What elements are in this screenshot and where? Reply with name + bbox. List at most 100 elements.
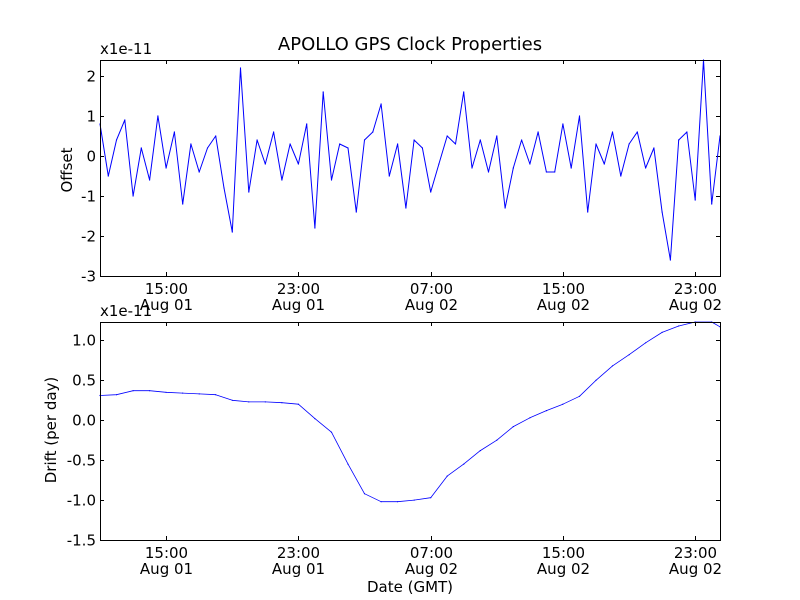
drift-data-point — [529, 417, 531, 419]
offset-data-point — [165, 167, 167, 169]
drift-x-tick-date: Aug 02 — [669, 560, 722, 578]
offset-x-tick-time: 07:00 — [410, 280, 453, 298]
offset-data-point — [595, 143, 597, 145]
drift-data-point — [397, 501, 399, 503]
offset-data-point — [198, 171, 200, 173]
offset-data-point — [430, 191, 432, 193]
drift-data-point — [661, 331, 663, 333]
offset-y-tick-label: -2 — [81, 228, 96, 246]
drift-data-point — [678, 325, 680, 327]
offset-y-tick-label: 0 — [86, 148, 96, 166]
offset-data-point — [653, 147, 655, 149]
offset-data-point — [554, 171, 556, 173]
drift-data-point — [578, 395, 581, 397]
drift-data-point — [413, 499, 415, 501]
offset-data-point — [107, 175, 109, 177]
offset-data-point — [306, 123, 308, 125]
offset-data-point — [454, 143, 457, 145]
drift-plot-frame — [100, 322, 721, 541]
offset-y-tick-label: -1 — [81, 188, 96, 206]
drift-data-point — [314, 418, 316, 420]
drift-data-point — [165, 391, 167, 393]
drift-y-tick-label: 0.0 — [72, 412, 96, 430]
offset-data-point — [322, 91, 324, 93]
offset-scale-label: x1e-11 — [100, 40, 152, 58]
drift-data-point — [562, 403, 564, 405]
offset-data-point — [215, 135, 217, 137]
drift-x-tick-date: Aug 02 — [537, 560, 590, 578]
offset-data-point — [182, 203, 184, 205]
drift-data-point — [545, 410, 548, 412]
drift-x-tick-time: 23:00 — [277, 544, 320, 562]
drift-x-tick-date: Aug 01 — [272, 560, 325, 578]
offset-data-point — [413, 139, 415, 141]
offset-data-point — [686, 131, 688, 133]
drift-data-point — [198, 393, 200, 395]
offset-data-point — [264, 163, 266, 165]
offset-data-point — [157, 115, 159, 117]
offset-data-point — [190, 143, 192, 145]
offset-data-point — [711, 203, 713, 205]
offset-data-point — [339, 143, 341, 145]
offset-data-point — [620, 175, 622, 177]
offset-data-point — [578, 115, 581, 117]
drift-data-point — [330, 431, 333, 433]
drift-data-point — [496, 439, 498, 441]
offset-x-tick-date: Aug 01 — [272, 296, 325, 314]
drift-y-tick-label: 0.5 — [72, 372, 96, 390]
chart-title: APOLLO GPS Clock Properties — [278, 34, 542, 55]
drift-data-point — [611, 365, 614, 367]
offset-data-point — [636, 131, 638, 133]
drift-y-tick-label: -1.5 — [67, 532, 96, 550]
offset-data-point — [273, 131, 275, 133]
offset-y-tick-label: -3 — [81, 268, 96, 286]
drift-data-point — [347, 463, 349, 465]
drift-data-point — [363, 493, 366, 495]
drift-scale-label: x1e-11 — [100, 302, 152, 320]
offset-data-point — [239, 67, 242, 69]
offset-data-point — [363, 139, 366, 141]
offset-data-point — [529, 163, 531, 165]
offset-data-point — [124, 119, 126, 121]
offset-data-point — [231, 231, 233, 233]
offset-data-point — [289, 143, 291, 145]
offset-data-point — [347, 147, 349, 149]
offset-data-point — [669, 259, 672, 261]
offset-data-point — [562, 123, 564, 125]
offset-data-point — [173, 131, 175, 133]
offset-data-point — [587, 211, 589, 213]
offset-x-tick-time: 15:00 — [542, 280, 585, 298]
offset-x-tick-date: Aug 02 — [669, 296, 722, 314]
offset-data-point — [537, 131, 539, 133]
offset-data-point — [314, 227, 316, 229]
offset-data-point — [603, 163, 605, 165]
offset-data-point — [471, 167, 473, 169]
drift-data-point — [248, 401, 250, 403]
offset-data-point — [397, 143, 399, 145]
offset-data-point — [438, 163, 440, 165]
drift-data-point — [281, 402, 283, 404]
drift-x-tick-time: 23:00 — [674, 544, 717, 562]
offset-data-point — [496, 135, 498, 137]
offset-x-tick-time: 23:00 — [674, 280, 717, 298]
offset-data-point — [446, 135, 448, 137]
drift-x-tick-time: 07:00 — [410, 544, 453, 562]
offset-data-point — [380, 103, 382, 105]
offset-x-tick-time: 23:00 — [277, 280, 320, 298]
drift-panel: x1e-11 Drift (per day) Date (GMT) -1.5 -1… — [42, 302, 722, 596]
drift-data-point — [463, 463, 465, 465]
drift-x-tick-date: Aug 02 — [405, 560, 458, 578]
offset-data-point — [223, 187, 225, 189]
offset-data-point — [355, 211, 357, 213]
offset-data-point — [611, 131, 614, 133]
drift-series-line — [99, 321, 721, 503]
offset-data-point — [463, 91, 465, 93]
drift-x-tick-time: 15:00 — [145, 544, 188, 562]
offset-x-tick-time: 15:00 — [145, 280, 188, 298]
offset-data-point — [487, 171, 490, 173]
offset-data-point — [694, 199, 696, 201]
offset-data-point — [256, 139, 258, 141]
offset-data-point — [521, 139, 523, 141]
offset-data-point — [479, 139, 481, 141]
